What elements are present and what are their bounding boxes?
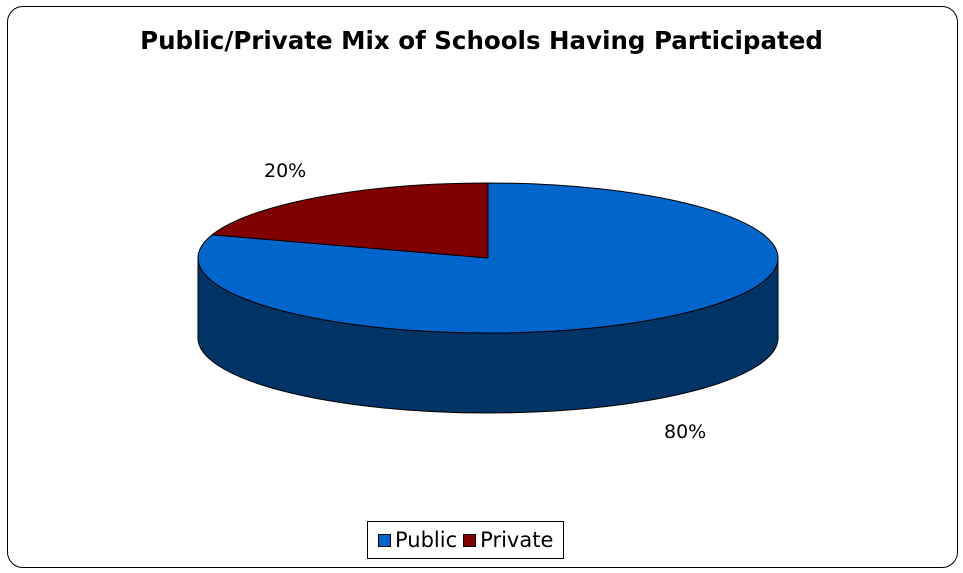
legend-item-private: Private: [463, 528, 553, 552]
chart-title: Public/Private Mix of Schools Having Par…: [140, 26, 823, 55]
legend-swatch-public: [378, 533, 391, 547]
legend-label-private: Private: [480, 528, 554, 552]
pie-slice-private: [210, 182, 489, 259]
legend-label-public: Public: [395, 528, 458, 552]
slice-label-public: 80%: [664, 421, 707, 443]
legend-swatch-private: [463, 533, 477, 547]
legend-item-public: Public: [378, 528, 457, 552]
legend: Public Private: [367, 521, 565, 559]
slice-label-private: 20%: [264, 160, 307, 182]
